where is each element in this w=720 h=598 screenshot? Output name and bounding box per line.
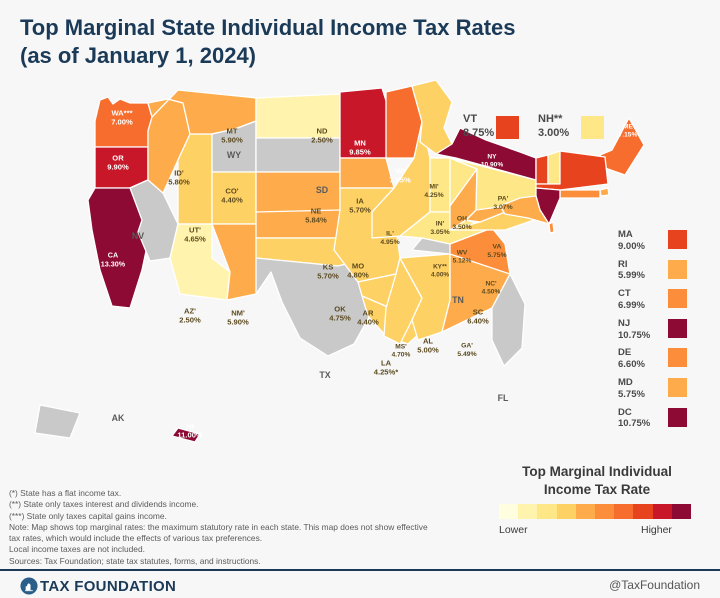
svg-text:AZ'2.50%: AZ' 2.50% <box>179 307 201 325</box>
svg-text:SD: SD <box>316 185 328 195</box>
svg-text:LA4.25%*: LA 4.25%* <box>374 359 399 377</box>
svg-text:NV: NV <box>132 231 144 241</box>
svg-text:FL: FL <box>498 393 509 403</box>
svg-text:WY: WY <box>227 150 241 160</box>
svg-text:ME7.15%: ME 7.15% <box>619 124 638 139</box>
svg-text:TN: TN <box>452 295 464 305</box>
svg-text:MS'4.70%: MS' 4.70% <box>392 344 411 359</box>
svg-text:GA'5.49%: GA' 5.49% <box>457 343 476 358</box>
svg-text:NM'5.90%: NM' 5.90% <box>227 309 249 327</box>
svg-text:KY**4.00%: KY** 4.00% <box>431 264 449 279</box>
svg-text:TX: TX <box>319 370 330 380</box>
svg-text:WA***7.00%: WA*** 7.00% <box>111 109 133 127</box>
svg-text:AK: AK <box>112 413 125 423</box>
